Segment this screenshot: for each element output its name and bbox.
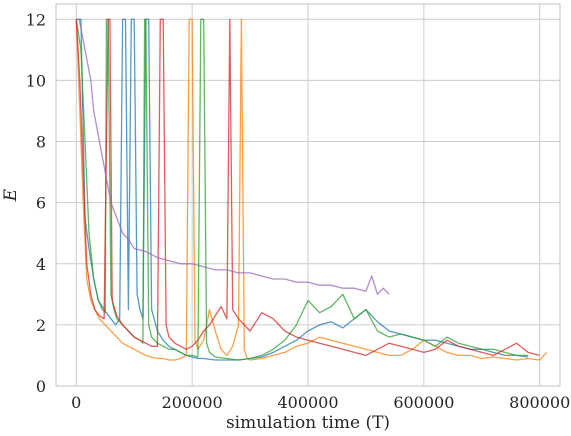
- x-tick-label: 0: [71, 393, 81, 412]
- series-line-5: [76, 18, 390, 295]
- y-tick-label: 2: [36, 316, 46, 335]
- series-lines: [75, 18, 548, 361]
- y-tick-label: 10: [26, 71, 46, 90]
- y-axis-label: E: [1, 188, 21, 202]
- y-tick-label: 4: [36, 255, 46, 274]
- y-tick-label: 12: [26, 10, 46, 29]
- series-line-3: [75, 18, 529, 361]
- y-tick-label: 6: [36, 194, 46, 213]
- y-tick-label: 8: [36, 133, 46, 152]
- x-axis-label: simulation time (T): [226, 413, 390, 433]
- x-tick-label: 400000: [277, 393, 338, 412]
- x-tick-label: 600000: [393, 393, 454, 412]
- series-line-4: [75, 18, 540, 357]
- grid: [56, 4, 560, 387]
- y-tick-label: 0: [36, 377, 46, 396]
- x-tick-label: 800000: [509, 393, 570, 412]
- x-tick-label: 200000: [162, 393, 223, 412]
- tick-labels: 0 200000 400000 600000 800000 0 2 4 6 8 10 12: [26, 10, 571, 412]
- plot-frame: [55, 3, 561, 387]
